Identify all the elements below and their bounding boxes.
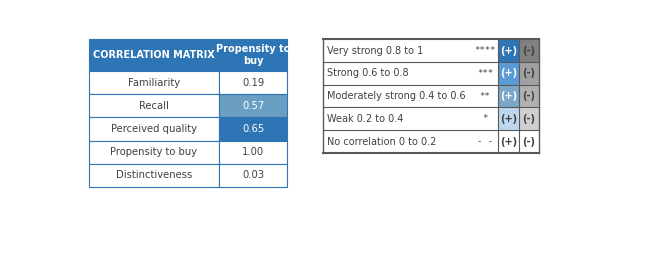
FancyBboxPatch shape	[519, 85, 539, 107]
FancyBboxPatch shape	[219, 39, 288, 71]
Text: Very strong 0.8 to 1: Very strong 0.8 to 1	[327, 46, 423, 56]
Text: Familiarity: Familiarity	[128, 78, 180, 88]
FancyBboxPatch shape	[219, 71, 288, 94]
Text: No correlation 0 to 0.2: No correlation 0 to 0.2	[327, 136, 436, 146]
Text: (+): (+)	[500, 46, 517, 56]
Text: (+): (+)	[500, 68, 517, 78]
FancyBboxPatch shape	[519, 39, 539, 62]
FancyBboxPatch shape	[89, 118, 219, 141]
Text: (-): (-)	[522, 136, 535, 146]
FancyBboxPatch shape	[89, 141, 219, 164]
Text: ***: ***	[477, 69, 493, 78]
Text: 1.00: 1.00	[242, 147, 264, 157]
Text: (+): (+)	[500, 91, 517, 101]
FancyBboxPatch shape	[519, 130, 539, 153]
FancyBboxPatch shape	[498, 62, 519, 85]
Text: Perceived quality: Perceived quality	[111, 124, 197, 134]
Text: Weak 0.2 to 0.4: Weak 0.2 to 0.4	[327, 114, 403, 124]
FancyBboxPatch shape	[498, 39, 519, 62]
Text: Strong 0.6 to 0.8: Strong 0.6 to 0.8	[327, 68, 408, 78]
Text: (+): (+)	[500, 114, 517, 124]
FancyBboxPatch shape	[89, 164, 219, 187]
FancyBboxPatch shape	[498, 85, 519, 107]
Text: (-): (-)	[522, 68, 535, 78]
Text: (-): (-)	[522, 46, 535, 56]
FancyBboxPatch shape	[89, 71, 219, 94]
Text: - -: - -	[477, 137, 493, 146]
Text: Moderately strong 0.4 to 0.6: Moderately strong 0.4 to 0.6	[327, 91, 465, 101]
Text: *: *	[482, 114, 488, 123]
Text: (-): (-)	[522, 91, 535, 101]
FancyBboxPatch shape	[89, 39, 219, 71]
FancyBboxPatch shape	[219, 141, 288, 164]
Text: 0.57: 0.57	[242, 101, 264, 111]
Text: Propensity to
buy: Propensity to buy	[216, 44, 290, 66]
Text: ****: ****	[474, 46, 496, 55]
FancyBboxPatch shape	[519, 107, 539, 130]
FancyBboxPatch shape	[219, 118, 288, 141]
FancyBboxPatch shape	[219, 94, 288, 118]
Text: 0.03: 0.03	[242, 170, 264, 180]
Text: Recall: Recall	[139, 101, 169, 111]
Text: 0.65: 0.65	[242, 124, 264, 134]
Text: 0.19: 0.19	[242, 78, 264, 88]
FancyBboxPatch shape	[498, 107, 519, 130]
Text: (-): (-)	[522, 114, 535, 124]
FancyBboxPatch shape	[89, 94, 219, 118]
Text: Distinctiveness: Distinctiveness	[116, 170, 192, 180]
Text: **: **	[479, 92, 490, 101]
FancyBboxPatch shape	[519, 62, 539, 85]
FancyBboxPatch shape	[498, 130, 519, 153]
FancyBboxPatch shape	[219, 164, 288, 187]
Text: Propensity to buy: Propensity to buy	[110, 147, 198, 157]
Text: CORRELATION MATRIX: CORRELATION MATRIX	[93, 50, 215, 60]
Text: (+): (+)	[500, 136, 517, 146]
